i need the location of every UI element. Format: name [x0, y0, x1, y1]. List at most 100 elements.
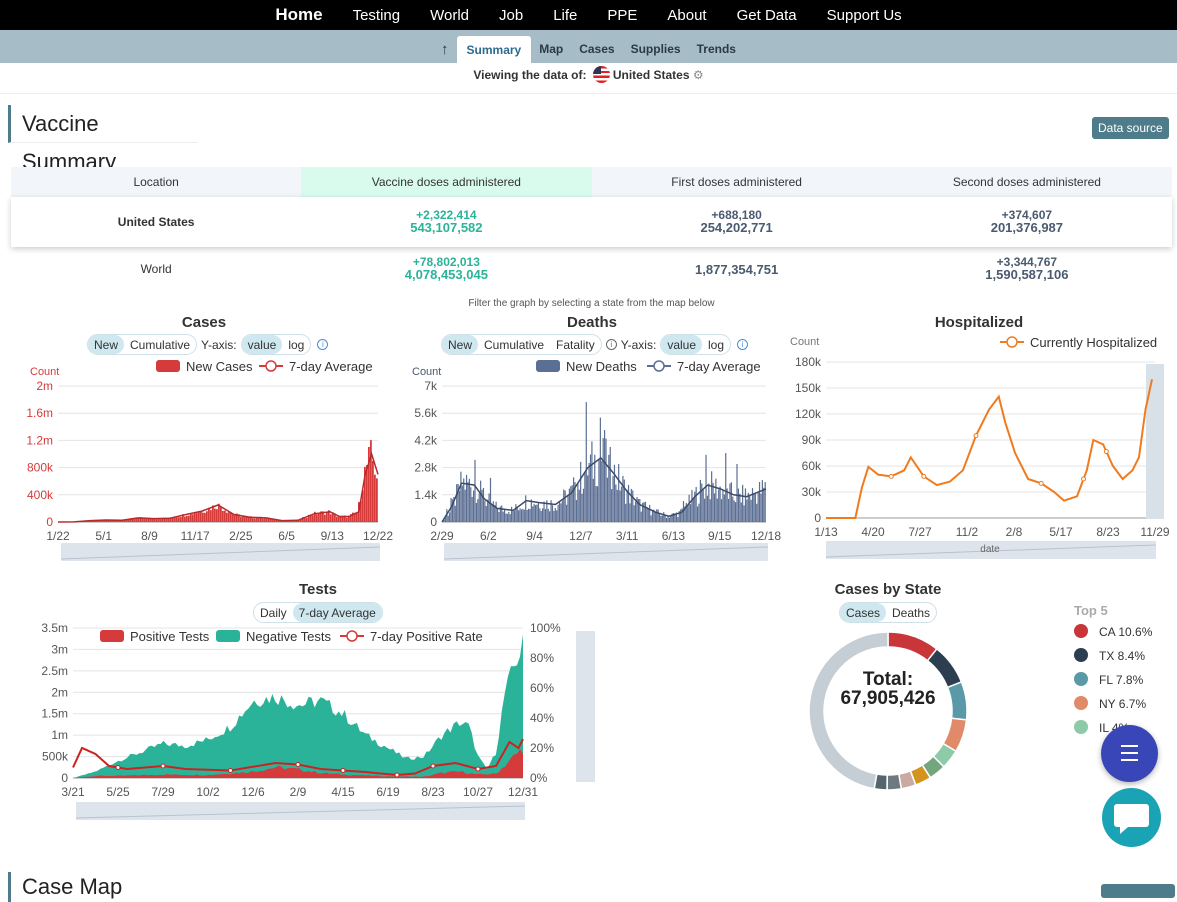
bar: [124, 520, 126, 522]
bar: [186, 516, 188, 522]
bar: [474, 460, 475, 522]
bar: [746, 500, 747, 522]
deaths-cumulative-toggle[interactable]: Cumulative: [478, 335, 550, 354]
tab-cases[interactable]: Cases: [571, 42, 622, 63]
info-icon[interactable]: i: [317, 339, 328, 350]
cases-cumulative-toggle[interactable]: Cumulative: [124, 335, 196, 354]
col-doses[interactable]: Vaccine doses administered: [301, 167, 591, 197]
y-tick-label: 3.5m: [41, 621, 68, 635]
data-source-button[interactable]: Data source: [1092, 117, 1169, 139]
tests-avg-toggle[interactable]: 7-day Average: [293, 603, 382, 622]
x-tick-label: 4/15: [331, 785, 355, 799]
bar: [679, 511, 680, 522]
legend-positive-tests: Positive Tests: [130, 629, 210, 644]
nav-item-ppe[interactable]: PPE: [592, 7, 652, 24]
bar: [306, 518, 308, 522]
deaths-value-toggle[interactable]: value: [661, 335, 702, 354]
settings-icon[interactable]: ⚙: [693, 68, 704, 82]
cases-value-toggle[interactable]: value: [242, 335, 283, 354]
bar: [286, 521, 288, 522]
deaths-log-toggle[interactable]: log: [702, 335, 730, 354]
col-location[interactable]: Location: [11, 167, 301, 197]
bar: [272, 519, 274, 522]
col-first-doses[interactable]: First doses administered: [592, 167, 882, 197]
bar: [538, 502, 539, 522]
bar: [452, 499, 453, 522]
divider: [0, 93, 1177, 94]
deaths-chart-title: Deaths: [492, 314, 692, 331]
bar: [632, 490, 633, 522]
info-icon[interactable]: i: [606, 339, 617, 350]
bar: [334, 513, 336, 522]
legend-positive-rate: 7-day Positive Rate: [370, 629, 483, 644]
bar: [518, 510, 519, 522]
bar: [563, 490, 564, 522]
y2-tick-label: 20%: [530, 741, 554, 755]
bar: [176, 518, 178, 522]
data-point: [1039, 481, 1043, 485]
data-point: [395, 773, 399, 777]
deaths-fatality-toggle[interactable]: Fatality: [550, 335, 601, 354]
bar: [466, 475, 467, 522]
negative-tests-area: [73, 634, 523, 778]
nav-item-testing[interactable]: Testing: [338, 7, 416, 24]
state-cases-toggle[interactable]: Cases: [840, 603, 886, 622]
scroll-up-icon[interactable]: ↑: [433, 41, 457, 63]
data-point: [341, 769, 345, 773]
info-icon[interactable]: i: [737, 339, 748, 350]
bar: [80, 521, 82, 522]
bar: [368, 447, 370, 522]
menu-button[interactable]: [1101, 725, 1158, 782]
x-tick-label: 8/23: [421, 785, 445, 799]
bar: [443, 520, 444, 522]
nav-item-support-us[interactable]: Support Us: [812, 7, 917, 24]
bar: [705, 455, 706, 522]
nav-item-world[interactable]: World: [415, 7, 484, 24]
bar: [228, 512, 230, 522]
chat-button[interactable]: [1102, 788, 1161, 847]
bar: [290, 520, 292, 522]
filter-note: Filter the graph by selecting a state fr…: [0, 298, 1177, 309]
state-deaths-toggle[interactable]: Deaths: [886, 603, 936, 622]
nav-item-about[interactable]: About: [652, 7, 721, 24]
col-second-doses[interactable]: Second doses administered: [882, 167, 1172, 197]
nav-item-life[interactable]: Life: [538, 7, 592, 24]
bar: [522, 509, 523, 522]
hospitalized-line: [826, 379, 1152, 518]
country-selector[interactable]: United States: [613, 68, 690, 82]
case-map-button[interactable]: [1101, 884, 1175, 898]
tab-trends[interactable]: Trends: [689, 42, 744, 63]
legend-state-tx: TX 8.4%: [1099, 649, 1145, 663]
bar: [550, 500, 551, 522]
tests-daily-toggle[interactable]: Daily: [254, 603, 293, 622]
yaxis-label: Y-axis:: [621, 338, 657, 352]
bar: [619, 491, 620, 522]
bar: [148, 518, 150, 522]
bar: [684, 506, 685, 522]
bar: [704, 499, 705, 522]
bar: [717, 499, 718, 522]
tab-map[interactable]: Map: [531, 42, 571, 63]
bar: [204, 513, 206, 522]
bar: [738, 489, 739, 522]
bar: [665, 515, 666, 522]
bar: [172, 518, 174, 522]
bar: [344, 516, 346, 522]
row-location: United States: [11, 197, 301, 247]
nav-item-home[interactable]: Home: [260, 5, 337, 25]
bar: [720, 487, 721, 522]
cases-log-toggle[interactable]: log: [282, 335, 310, 354]
deaths-new-toggle[interactable]: New: [442, 335, 478, 354]
nav-item-get-data[interactable]: Get Data: [722, 7, 812, 24]
bar: [615, 484, 616, 522]
bar: [515, 504, 516, 522]
y-tick-label: 2.5m: [41, 664, 68, 678]
bar: [214, 509, 216, 522]
tab-supplies[interactable]: Supplies: [623, 42, 689, 63]
cases-new-toggle[interactable]: New: [88, 335, 124, 354]
bar: [112, 521, 114, 522]
bar: [573, 477, 574, 522]
tab-summary[interactable]: Summary: [457, 36, 532, 63]
nav-item-job[interactable]: Job: [484, 7, 538, 24]
